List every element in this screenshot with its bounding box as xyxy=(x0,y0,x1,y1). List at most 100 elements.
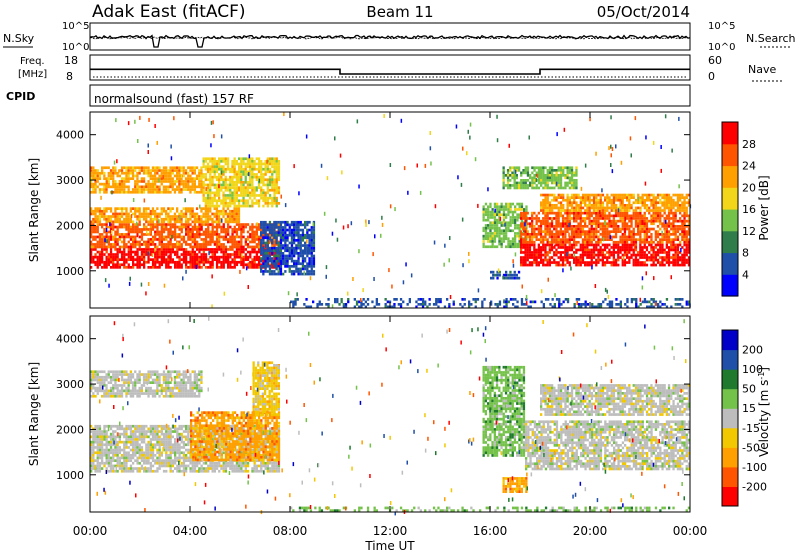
heatmap-cell xyxy=(247,192,249,195)
heatmap-cell xyxy=(507,221,509,224)
heatmap-cell xyxy=(562,204,564,207)
heatmap-cell xyxy=(145,248,147,251)
heatmap-cell xyxy=(172,258,174,261)
heatmap-cell xyxy=(633,212,635,215)
heatmap-cell xyxy=(531,264,533,267)
heatmap-cell xyxy=(172,251,174,254)
heatmap-cell xyxy=(681,225,683,228)
heatmap-cell xyxy=(169,177,171,180)
heatmap-cell xyxy=(637,212,639,215)
heatmap-cell xyxy=(187,166,189,169)
heatmap-cell xyxy=(606,244,608,247)
heatmap-cell xyxy=(251,238,253,241)
heatmap-cell xyxy=(533,212,535,215)
heatmap-cell xyxy=(602,251,604,254)
heatmap-cell xyxy=(154,166,156,169)
heatmap-cell xyxy=(218,192,220,195)
heatmap-cell xyxy=(505,227,507,230)
heatmap-cell xyxy=(648,251,650,254)
heatmap-cell xyxy=(586,217,588,220)
heatmap-cell xyxy=(234,246,236,249)
heatmap-cell xyxy=(282,239,284,242)
heatmap-cell xyxy=(220,176,222,179)
heatmap-cell xyxy=(183,251,185,254)
heatmap-cell xyxy=(529,246,531,249)
heatmap-cell xyxy=(234,168,236,171)
heatmap-cell xyxy=(192,258,194,261)
heatmap-cell xyxy=(231,178,233,181)
heatmap-cell xyxy=(659,261,661,264)
heatmap-cell xyxy=(187,253,189,256)
heatmap-cell xyxy=(295,268,297,271)
heatmap-cell xyxy=(503,211,505,214)
heatmap-cell xyxy=(269,265,271,268)
heatmap-cell xyxy=(275,255,277,258)
heatmap-cell xyxy=(161,169,163,172)
heatmap-cell xyxy=(181,236,183,239)
heatmap-cell xyxy=(661,261,663,264)
heatmap-cell xyxy=(200,210,202,213)
heatmap-cell xyxy=(284,234,286,237)
heatmap-cell xyxy=(161,243,163,246)
heatmap-cell xyxy=(121,186,123,189)
heatmap-cell xyxy=(595,233,597,236)
heatmap-cell xyxy=(207,213,209,216)
heatmap-cell xyxy=(267,229,269,232)
heatmap-cell xyxy=(203,186,205,189)
heatmap-cell xyxy=(549,264,551,267)
heatmap-cell xyxy=(278,168,280,171)
heatmap-cell xyxy=(516,227,518,230)
heatmap-cell xyxy=(595,259,597,262)
heatmap-cell xyxy=(231,186,233,189)
heatmap-cell xyxy=(558,182,560,185)
heatmap-cell xyxy=(271,260,273,263)
heatmap-cell xyxy=(551,261,553,264)
heatmap-cell xyxy=(507,169,509,172)
heatmap-cell xyxy=(533,228,535,231)
heatmap-cell xyxy=(156,180,158,183)
heatmap-cell xyxy=(196,256,198,259)
heatmap-cell xyxy=(222,194,224,197)
heatmap-cell xyxy=(170,253,172,256)
heatmap-cell xyxy=(302,252,304,255)
heatmap-cell xyxy=(196,231,198,234)
heatmap-cell xyxy=(514,232,516,235)
heatmap-cell xyxy=(276,205,278,208)
heatmap-cell xyxy=(234,171,236,174)
heatmap-cell xyxy=(264,229,266,232)
heatmap-cell xyxy=(313,244,315,247)
heatmap-cell xyxy=(156,233,158,236)
heatmap-cell xyxy=(169,172,171,175)
heatmap-cell xyxy=(571,236,573,239)
heatmap-cell xyxy=(103,246,105,249)
heatmap-cell xyxy=(608,256,610,259)
heatmap-cell xyxy=(136,253,138,256)
heatmap-cell xyxy=(103,215,105,218)
heatmap-cell xyxy=(655,209,657,212)
heatmap-cell xyxy=(143,188,145,191)
heatmap-cell xyxy=(189,177,191,180)
heatmap-cell xyxy=(544,236,546,239)
heatmap-cell xyxy=(593,212,595,215)
heatmap-cell xyxy=(249,181,251,184)
heatmap-cell xyxy=(196,221,198,224)
heatmap-cell xyxy=(101,241,103,244)
heatmap-cell xyxy=(571,196,573,199)
heatmap-cell xyxy=(121,253,123,256)
heatmap-cell xyxy=(540,238,542,241)
heatmap-cell xyxy=(108,231,110,234)
heatmap-cell xyxy=(531,236,533,239)
heatmap-cell xyxy=(507,229,509,232)
heatmap-cell xyxy=(220,186,222,189)
heatmap-cell xyxy=(280,262,282,265)
heatmap-cell xyxy=(128,251,130,254)
heatmap-cell xyxy=(573,246,575,249)
heatmap-cell xyxy=(94,186,96,189)
heatmap-cell xyxy=(639,215,641,218)
heatmap-cell xyxy=(604,228,606,231)
heatmap-cell xyxy=(646,249,648,252)
heatmap-cell xyxy=(505,205,507,208)
heatmap-cell xyxy=(642,199,644,202)
heatmap-cell xyxy=(103,223,105,226)
heatmap-cell xyxy=(254,256,256,259)
